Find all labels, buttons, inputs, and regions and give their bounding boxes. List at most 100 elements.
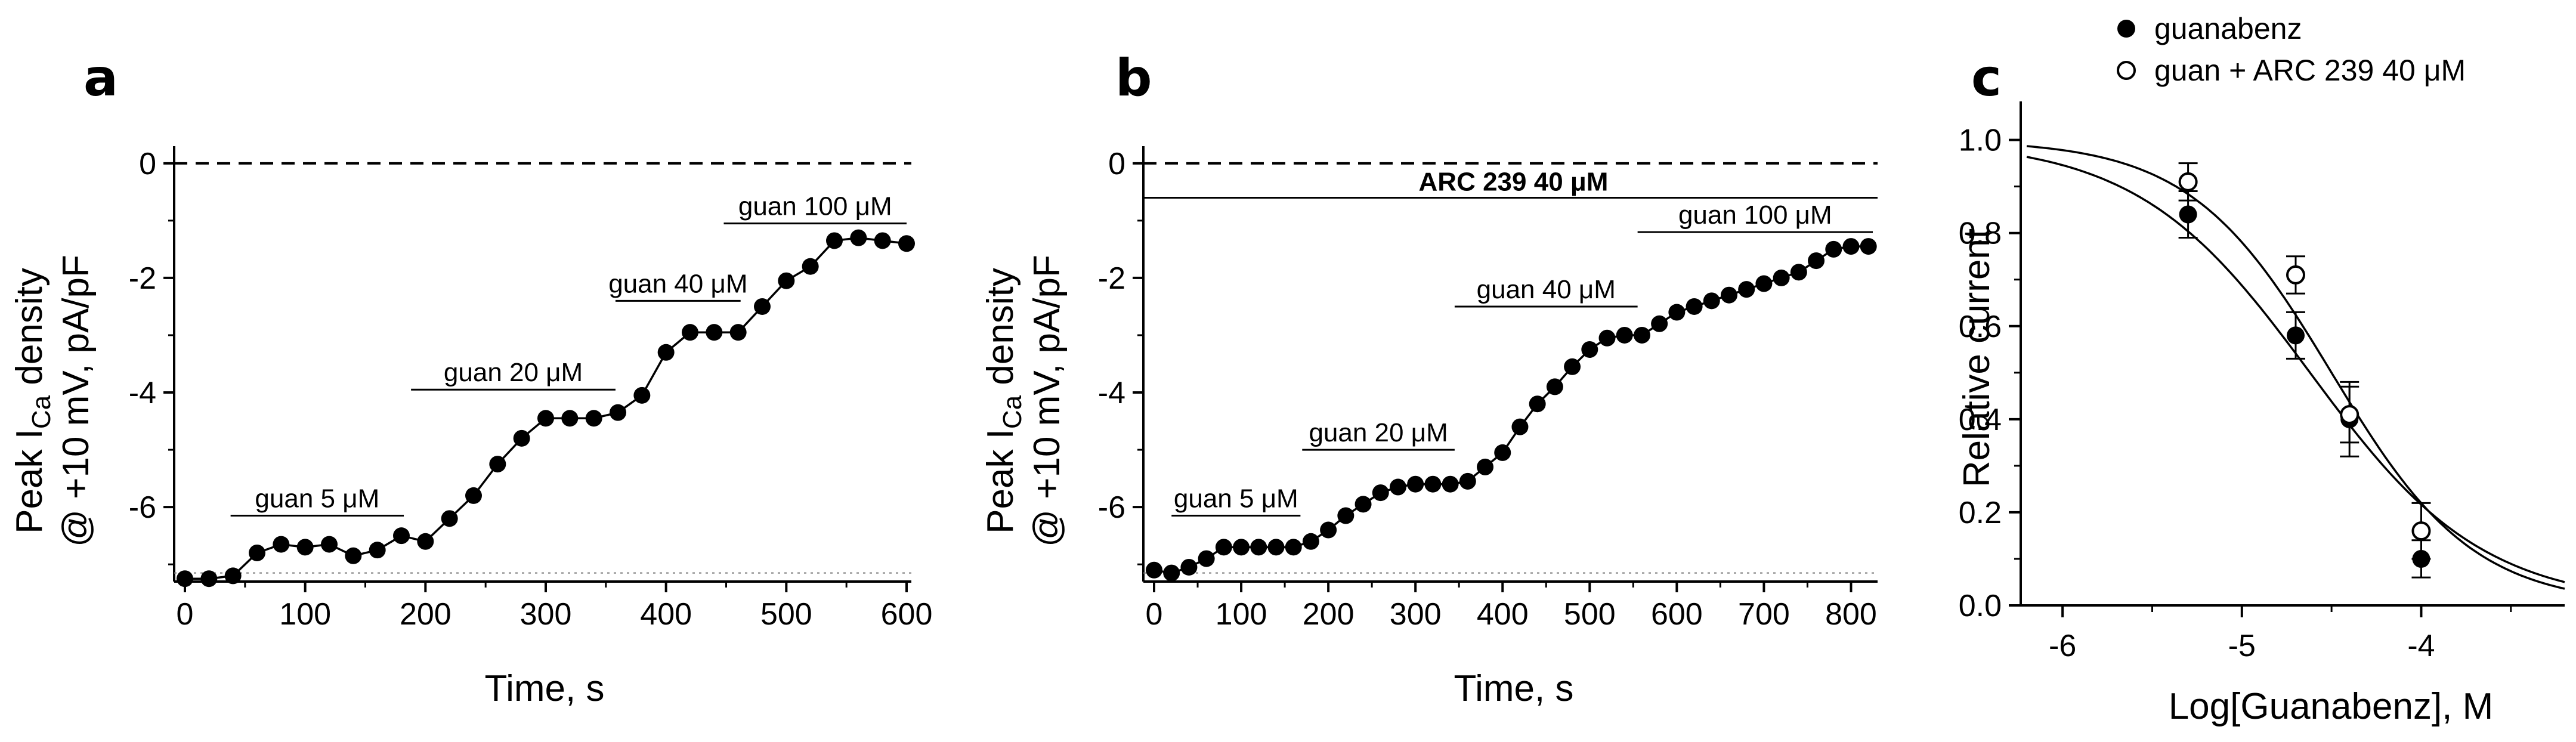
panel-c-data-point-guan-arc: [2411, 521, 2431, 541]
panel-a-xtick-label: 200: [400, 597, 452, 632]
panel-a-data-point: [561, 410, 579, 427]
panel-a-data-point: [441, 510, 458, 527]
panel-b-data-point: [1790, 264, 1807, 281]
panel-a-xtick-label: 400: [640, 597, 692, 632]
panel-a-ylabel-line1: Peak ICa density: [9, 268, 56, 534]
panel-a-ytick-label: -2: [129, 261, 156, 296]
panel-a-data-point: [850, 229, 867, 246]
panel-a-data-point: [465, 487, 482, 504]
panel-c-xlabel: Log[Guanabenz], M: [2169, 686, 2494, 727]
panel-b-segment-label: guan 5 μM: [1174, 484, 1298, 514]
panel-a-xtick-label: 0: [177, 597, 194, 632]
panel-b-data-point: [1250, 539, 1267, 556]
panel-a: a Peak ICa density @ +10 mV, pA/pF Time,…: [9, 48, 932, 709]
panel-a-data-point: [273, 536, 290, 553]
panel-b-xtick-label: 0: [1146, 597, 1163, 632]
panel-a-data-point: [874, 232, 891, 249]
panel-b-xtick-label: 800: [1825, 597, 1877, 632]
panel-a-data-point: [706, 324, 723, 341]
panel-b-data-point: [1564, 358, 1581, 375]
panel-b-data-point: [1146, 561, 1162, 579]
panel-b-data-point: [1320, 521, 1337, 539]
panel-a-xtick-label: 500: [760, 597, 812, 632]
panel-b-data-point: [1198, 550, 1215, 567]
panel-a-data-point: [585, 410, 602, 427]
panel-b-letter: b: [1115, 48, 1152, 108]
panel-b-segment-label: guan 40 μM: [1477, 275, 1616, 304]
panel-a-segment-label: guan 20 μM: [444, 358, 583, 387]
panel-a-data-point: [296, 539, 314, 556]
legend-marker-open: [2117, 61, 2136, 80]
panel-c-plot: -6 -5 -4 0.0 0.2 0.4 0.6 0.8 1.0: [1959, 101, 2565, 663]
panel-a-ytick-label: -6: [129, 490, 156, 525]
panel-b-data-point: [1616, 326, 1633, 344]
panel-b-data-point: [1215, 539, 1232, 556]
panel-a-data-point: [489, 456, 506, 473]
panel-b-data-point: [1302, 533, 1319, 550]
panel-b-data-point: [1407, 475, 1424, 493]
panel-a-data-point: [633, 387, 651, 404]
panel-b-xtick-label: 500: [1564, 597, 1616, 632]
panel-c-data-point-guanabenz: [2412, 549, 2430, 568]
panel-b-xtick-label: 100: [1216, 597, 1267, 632]
panel-a-data-point: [249, 544, 265, 561]
panel-b-ytick-label: -4: [1098, 376, 1125, 410]
panel-a-data-point: [224, 567, 242, 585]
panel-b-data-point: [1860, 238, 1877, 255]
panel-b-data-point: [1529, 395, 1546, 413]
panel-c-data-point-guanabenz: [2287, 326, 2305, 345]
panel-a-ytick-label: -4: [129, 376, 156, 410]
panel-b-ytick-label: -2: [1098, 261, 1125, 296]
panel-a-data-point: [537, 410, 554, 427]
panel-a-data-point: [345, 547, 362, 564]
panel-b-data-point: [1686, 298, 1703, 315]
panel-a-data-point: [177, 570, 193, 588]
panel-b-xtick-label: 300: [1390, 597, 1442, 632]
legend-label-guanabenz: guanabenz: [2154, 12, 2302, 45]
panel-a-plot: 0 100 200 300 400 500 600 0 -2 -4 -6 guan 5 μM guan …: [129, 146, 933, 632]
panel-b-data-point: [1808, 252, 1825, 270]
panel-b-data-point: [1477, 458, 1494, 475]
panel-a-data-point: [898, 235, 915, 252]
panel-a-xlabel: Time, s: [485, 668, 605, 709]
panel-a-ylabel-line2: @ +10 mV, pA/pF: [55, 255, 97, 547]
panel-b-ylabel-line2: @ +10 mV, pA/pF: [1026, 255, 1068, 547]
panel-c-ytick-label: 0.6: [1959, 310, 2002, 344]
panel-b-data-point: [1389, 478, 1406, 496]
panel-c-data-point-guan-arc: [2178, 172, 2198, 191]
panel-c-ytick-label: 0.4: [1959, 403, 2002, 437]
panel-a-data-point: [729, 324, 747, 341]
panel-b-xtick-label: 200: [1303, 597, 1355, 632]
panel-a-xtick-label: 300: [520, 597, 572, 632]
panel-a-data-point: [417, 533, 434, 550]
panel-a-ylabel: Peak ICa density: [9, 268, 56, 534]
panel-b-segment-label: guan 100 μM: [1678, 200, 1832, 230]
panel-b-data-point: [1633, 326, 1650, 344]
panel-b-data-point: [1598, 329, 1616, 347]
panel-b-data-point: [1424, 475, 1442, 493]
legend-marker-filled: [2117, 20, 2135, 38]
panel-a-data-point: [657, 344, 675, 361]
panel-a-data-point: [321, 536, 338, 553]
panel-c: c Relative current Log[Guanabenz], M gua…: [1956, 12, 2565, 727]
panel-c-xtick-label: -5: [2228, 629, 2256, 663]
panel-a-xtick-label: 600: [881, 597, 933, 632]
panel-b-segment-label: guan 20 μM: [1309, 418, 1448, 447]
panel-a-data-point: [200, 570, 218, 588]
panel-a-ytick-label: 0: [139, 147, 156, 181]
panel-a-letter: a: [84, 48, 118, 108]
panel-b-data-point: [1721, 286, 1737, 304]
panel-c-ytick-label: 0.0: [1959, 589, 2002, 623]
panel-b-ytick-label: 0: [1108, 147, 1125, 181]
panel-b-data-point: [1233, 539, 1250, 556]
panel-b-data-point: [1459, 472, 1476, 490]
panel-b-data-point: [1337, 507, 1355, 524]
panel-b-data-point: [1355, 496, 1372, 513]
panel-b-xtick-label: 700: [1738, 597, 1790, 632]
panel-a-trace-line: [185, 236, 907, 580]
panel-a-data-point: [682, 324, 698, 341]
panel-b-data-point: [1180, 558, 1198, 576]
panel-b-arc-label: ARC 239 40 μM: [1419, 167, 1609, 196]
panel-b-xlabel: Time, s: [1454, 668, 1574, 709]
